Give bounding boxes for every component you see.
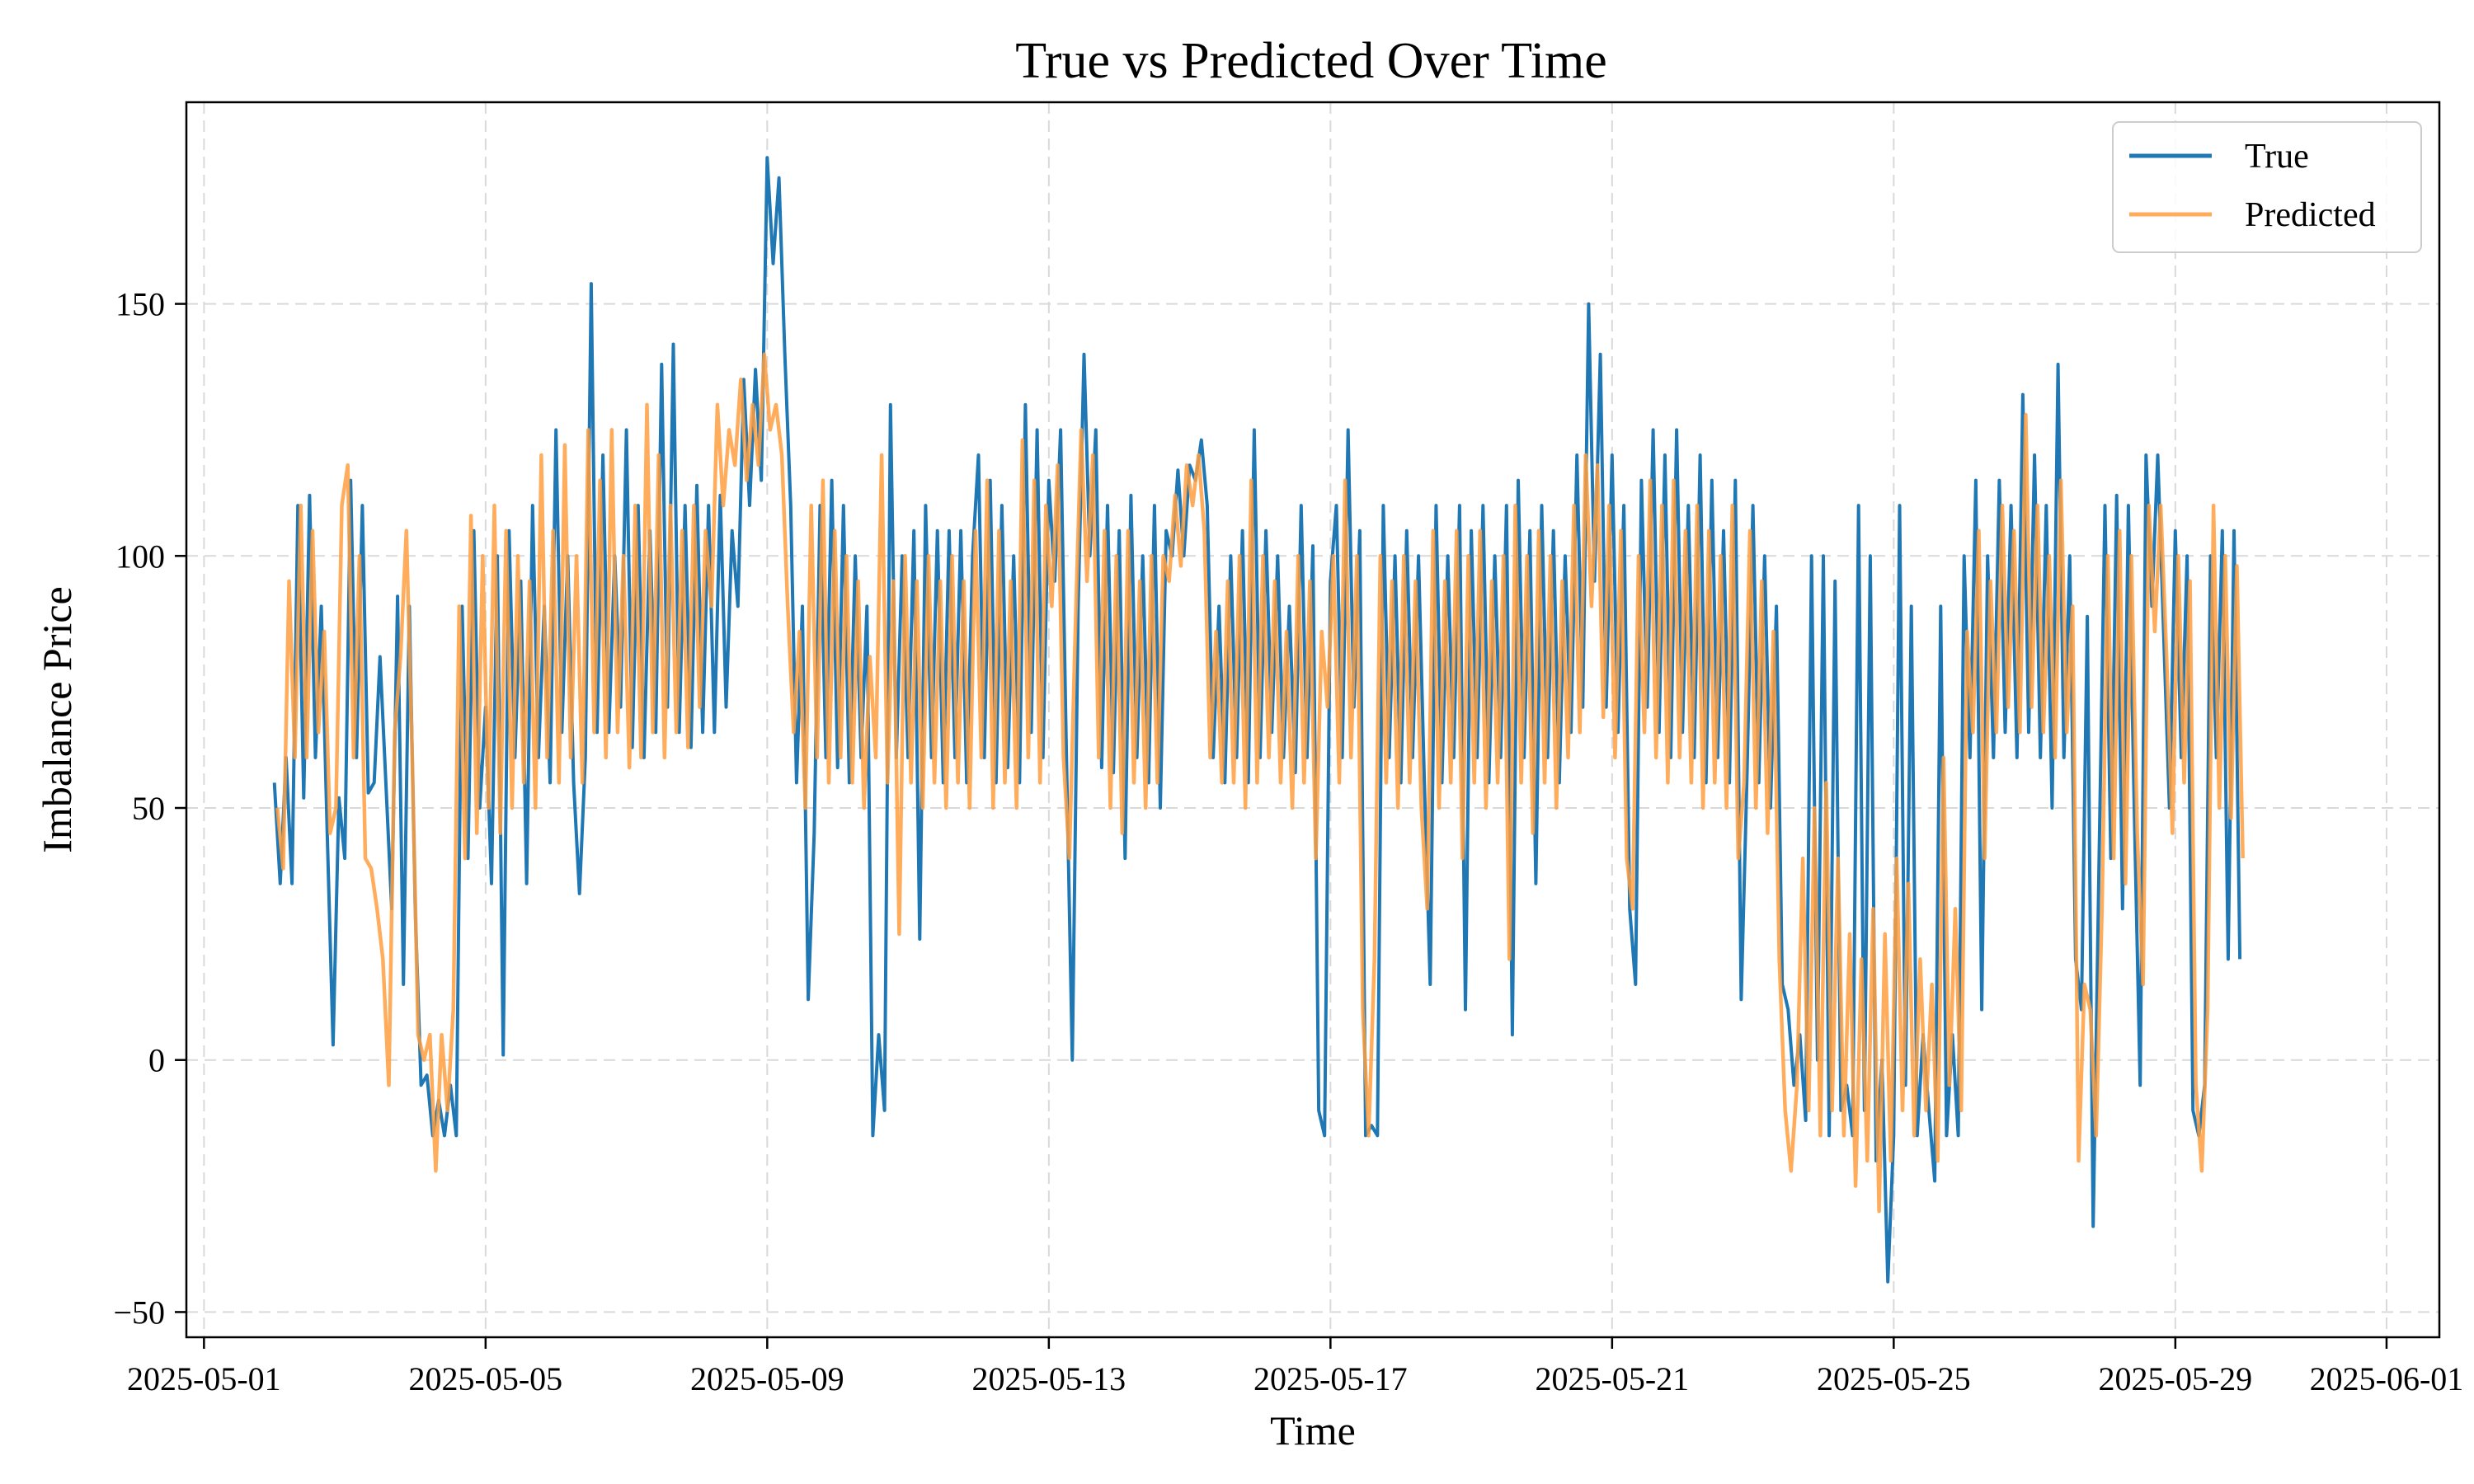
x-tick-label: 2025-06-01 bbox=[2310, 1360, 2464, 1397]
y-tick-label: 150 bbox=[115, 286, 165, 323]
y-tick-label: −50 bbox=[113, 1294, 165, 1331]
y-tick-label: 0 bbox=[148, 1042, 165, 1079]
x-tick-label: 2025-05-09 bbox=[690, 1360, 844, 1397]
x-tick-label: 2025-05-25 bbox=[1817, 1360, 1971, 1397]
x-axis-ticks: 2025-05-01 2025-05-05 2025-05-09 2025-05-13… bbox=[127, 1337, 2463, 1397]
x-tick-label: 2025-05-05 bbox=[409, 1360, 563, 1397]
x-tick-label: 2025-05-13 bbox=[972, 1360, 1126, 1397]
x-tick-label: 2025-05-17 bbox=[1253, 1360, 1408, 1397]
plot-frame bbox=[185, 101, 2441, 1339]
legend-label-true: True bbox=[2245, 138, 2309, 176]
legend: True Predicted bbox=[2112, 121, 2422, 253]
y-axis-label: Imbalance Price bbox=[34, 586, 80, 852]
legend-label-predicted: Predicted bbox=[2245, 196, 2376, 234]
chart-title: True vs Predicted Over Time bbox=[1015, 33, 1607, 89]
x-axis-label: Time bbox=[1270, 1407, 1356, 1453]
x-tick-label: 2025-05-01 bbox=[127, 1360, 281, 1397]
y-tick-label: 100 bbox=[115, 538, 165, 575]
series-line-predicted bbox=[275, 352, 2245, 1214]
series-layer bbox=[272, 156, 2245, 1284]
x-tick-label: 2025-05-21 bbox=[1536, 1360, 1690, 1397]
y-tick-label: 50 bbox=[132, 790, 165, 827]
x-tick-label: 2025-05-29 bbox=[2099, 1360, 2253, 1397]
y-axis-ticks: −50 0 50 100 150 bbox=[113, 286, 186, 1331]
